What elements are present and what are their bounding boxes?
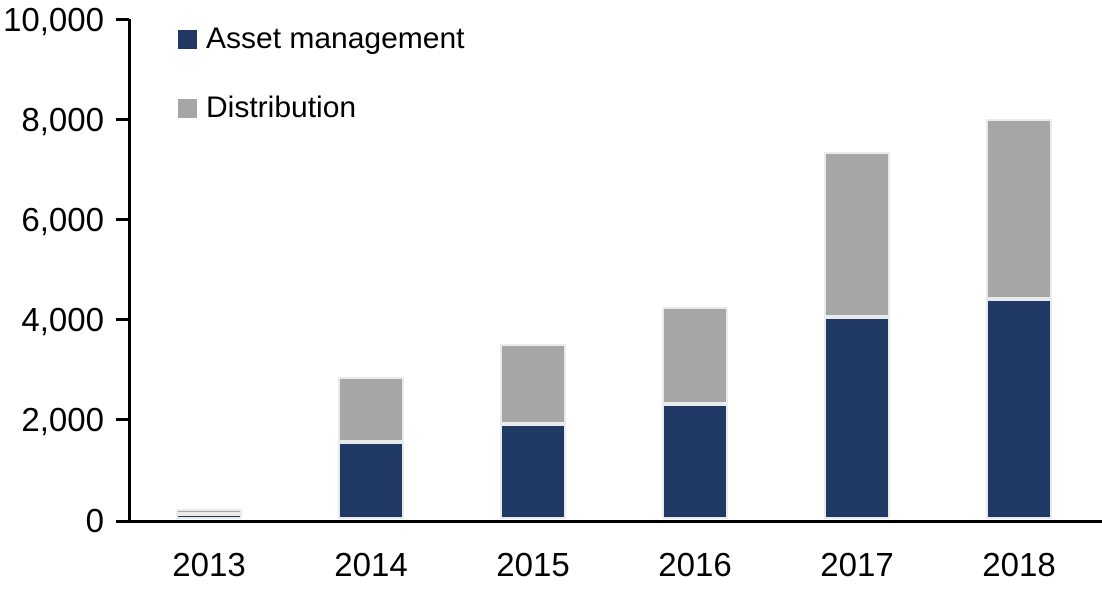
bar-2015-distribution [500, 344, 566, 425]
y-tick-label: 2,000 [21, 401, 104, 439]
y-tick-label: 0 [85, 501, 104, 539]
bar-2016-asset-management [662, 404, 728, 520]
x-tick-label: 2017 [820, 546, 894, 583]
legend-item-distribution: Distribution [178, 89, 356, 127]
bar-2018-distribution [986, 119, 1052, 300]
y-tick-mark [116, 317, 129, 321]
y-tick-label: 8,000 [21, 101, 104, 139]
x-tick-label: 2013 [172, 546, 246, 583]
y-tick-mark [116, 217, 129, 221]
y-tick-label: 10,000 [3, 1, 104, 38]
bar-2014-asset-management [338, 441, 404, 520]
bar-2017-asset-management [824, 316, 890, 520]
y-tick-label: 4,000 [21, 301, 104, 339]
x-tick-label: 2015 [496, 546, 570, 583]
bar-2013-asset-management [176, 514, 242, 520]
bar-2013-distribution [176, 509, 242, 515]
legend-item-asset-management: Asset management [178, 20, 464, 58]
y-axis-line [128, 19, 131, 523]
x-tick-label: 2016 [658, 546, 732, 583]
legend-label-asset-management: Asset management [206, 22, 465, 55]
bar-2014-distribution [338, 376, 404, 442]
y-tick-mark [116, 17, 129, 21]
bar-2018-asset-management [986, 299, 1052, 520]
bar-2015-asset-management [500, 424, 566, 520]
x-axis-line [116, 519, 1102, 523]
legend-swatch-distribution [178, 98, 197, 118]
bar-2017-distribution [824, 151, 890, 317]
legend-label-distribution: Distribution [206, 91, 357, 124]
bar-2016-distribution [662, 306, 728, 405]
y-tick-mark [116, 417, 129, 421]
y-tick-mark [116, 117, 129, 121]
x-tick-label: 2018 [982, 546, 1056, 583]
legend-swatch-asset-management [178, 29, 197, 49]
y-tick-label: 6,000 [21, 201, 104, 239]
x-tick-label: 2014 [334, 546, 408, 583]
